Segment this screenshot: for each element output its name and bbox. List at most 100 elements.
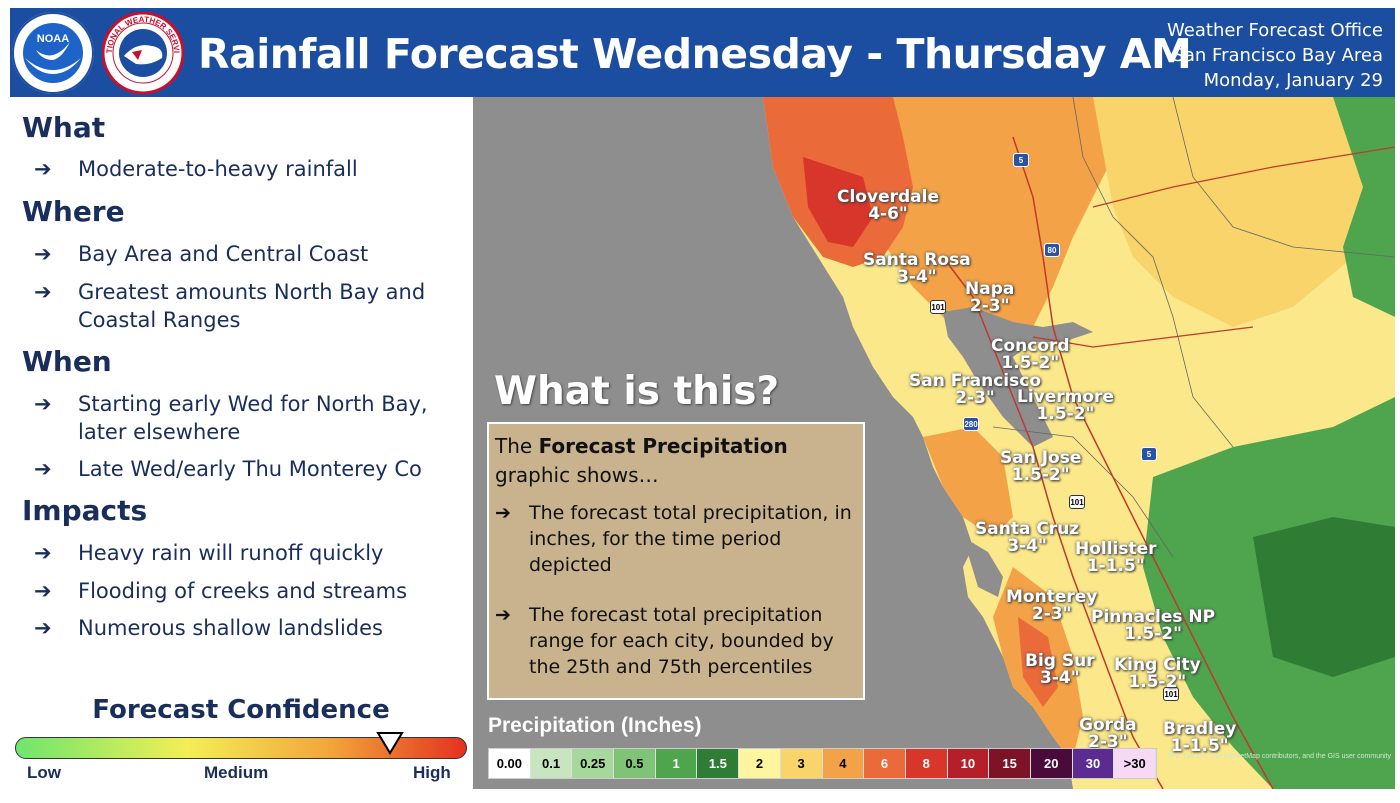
arrow-icon: ➔ xyxy=(495,502,511,524)
city-label-cloverdale: Cloverdale 4-6" xyxy=(837,189,939,223)
city-label-napa: Napa 2-3" xyxy=(965,281,1014,315)
arrow-icon: ➔ xyxy=(34,242,52,266)
city-name: Cloverdale xyxy=(837,187,939,207)
precipitation-map: 5 80 101 280 101 5 101 Cloverdale 4-6" Sa… xyxy=(473,97,1395,789)
highway-road xyxy=(1092,146,1395,208)
city-name: San Francisco xyxy=(909,371,1041,391)
legend-cell: 6 xyxy=(864,749,906,778)
highway-road xyxy=(942,256,1164,789)
list-item: ➔ Numerous shallow landslides xyxy=(34,614,464,642)
legend-cell: 2 xyxy=(739,749,781,778)
legend-cell: 8 xyxy=(905,749,948,778)
noaa-logo-text: NOAA xyxy=(37,33,69,45)
city-name: Santa Cruz xyxy=(975,519,1080,539)
us-101-shield: 101 xyxy=(1069,495,1085,509)
what-is-this-title: What is this? xyxy=(494,369,780,414)
highway-road xyxy=(1012,136,1274,789)
city-range: 1.5-2" xyxy=(1036,404,1095,424)
county-line xyxy=(1072,97,1234,448)
list-item: ➔ Greatest amounts North Bay and Coastal … xyxy=(34,278,464,334)
legend-cell: 0.00 xyxy=(489,749,531,778)
arrow-icon: ➔ xyxy=(34,392,52,416)
noaa-logo: NOAA xyxy=(12,12,94,94)
legend-cell: 3 xyxy=(780,749,823,778)
city-name: King City xyxy=(1114,655,1201,675)
confidence-medium-label: Medium xyxy=(204,763,269,782)
legend-cell: 1.5 xyxy=(697,749,740,778)
when-heading: When xyxy=(22,345,112,378)
city-label-santa-rosa: Santa Rosa 3-4" xyxy=(863,252,971,286)
precip-zone-6in-big-sur xyxy=(1018,617,1058,707)
legend-cell: 0.5 xyxy=(614,749,656,778)
legend-cell: 10 xyxy=(947,749,990,778)
city-name: Concord xyxy=(991,336,1070,356)
city-label-hollister: Hollister 1-1.5" xyxy=(1075,541,1157,575)
city-label-san-jose: San Jose 1.5-2" xyxy=(1000,450,1081,484)
city-name: Monterey xyxy=(1006,587,1098,607)
explanation-bullet-2: The forecast total precipitation range f… xyxy=(529,604,834,678)
us-101-shield: 101 xyxy=(930,300,946,314)
interstate-280-shield: 280 xyxy=(963,417,979,431)
list-item: ➔ The forecast total precipitation, in in… xyxy=(495,500,857,578)
city-label-gorda: Gorda 2-3" xyxy=(1079,717,1137,751)
intro-text: The xyxy=(495,434,539,458)
list-item: ➔ The forecast total precipitation range … xyxy=(495,602,857,680)
where-bullet-2: Greatest amounts North Bay and Coastal R… xyxy=(78,280,426,332)
city-label-santa-cruz: Santa Cruz 3-4" xyxy=(975,521,1079,555)
legend-cell: 30 xyxy=(1072,749,1115,778)
city-label-bradley: Bradley 1-1.5" xyxy=(1163,721,1236,755)
office-name: Weather Forecast Office xyxy=(1167,20,1383,41)
page-title: Rainfall Forecast Wednesday - Thursday A… xyxy=(198,30,1192,78)
interstate-5-shield: 5 xyxy=(1141,447,1157,461)
list-item: ➔ Flooding of creeks and streams xyxy=(34,577,464,605)
city-range: 2-3" xyxy=(955,388,995,408)
city-label-concord: Concord 1.5-2" xyxy=(991,338,1070,372)
sf-bay xyxy=(943,307,1093,447)
arrow-icon: ➔ xyxy=(34,157,52,181)
precip-zone-1in-ne xyxy=(1333,97,1395,317)
city-range: 1.5-2" xyxy=(1011,465,1070,485)
city-name: Napa xyxy=(965,279,1015,299)
county-line xyxy=(1172,97,1395,258)
city-name: Livermore xyxy=(1017,387,1114,407)
list-item: ➔ Moderate-to-heavy rainfall xyxy=(34,155,464,183)
city-name: Hollister xyxy=(1075,539,1157,559)
impacts-bullet-3: Numerous shallow landslides xyxy=(78,616,383,640)
county-line xyxy=(992,426,1174,558)
arrow-icon: ➔ xyxy=(34,457,52,481)
when-bullet-2: Late Wed/early Thu Monterey Co xyxy=(78,457,422,481)
legend-cell: 15 xyxy=(989,749,1031,778)
nws-logo: NATIONAL WEATHER SERVICE xyxy=(99,5,185,95)
list-item: ➔ Late Wed/early Thu Monterey Co xyxy=(34,455,464,483)
legend-cell: 0.1 xyxy=(530,749,573,778)
list-item: ➔ Heavy rain will runoff quickly xyxy=(34,539,464,567)
highway-road xyxy=(1032,326,1254,348)
map-attribution: Esri, Garmin, OpenStreetMap contributors… xyxy=(1167,753,1391,760)
arrow-icon: ➔ xyxy=(495,604,511,626)
city-label-big-sur: Big Sur 3-4" xyxy=(1025,653,1095,687)
explanation-box: The Forecast Precipitation graphic shows… xyxy=(487,422,865,700)
legend-cell: 4 xyxy=(822,749,865,778)
city-range: 1-1.5" xyxy=(1086,556,1145,576)
explanation-intro: The Forecast Precipitation graphic shows… xyxy=(495,432,857,490)
precip-zone-1.5in-east xyxy=(1253,517,1395,677)
city-name: Pinnacles NP xyxy=(1091,607,1216,627)
confidence-bar xyxy=(15,737,467,759)
what-bullet-1: Moderate-to-heavy rainfall xyxy=(78,157,358,181)
confidence-low-label: Low xyxy=(27,763,61,782)
city-name: Gorda xyxy=(1079,715,1137,735)
interstate-5-shield: 5 xyxy=(1013,153,1029,167)
intro-text-2: graphic shows… xyxy=(495,463,659,487)
city-name: Santa Rosa xyxy=(863,250,971,270)
confidence-title: Forecast Confidence xyxy=(92,695,390,725)
city-label-king-city: King City 1.5-2" xyxy=(1114,657,1201,691)
city-label-monterey: Monterey 2-3" xyxy=(1006,589,1097,623)
monterey-bay xyxy=(963,537,1003,597)
impacts-bullet-1: Heavy rain will runoff quickly xyxy=(78,541,384,565)
city-name: San Jose xyxy=(1000,448,1082,468)
legend-cell: 1 xyxy=(655,749,698,778)
legend-cell: 20 xyxy=(1030,749,1073,778)
city-range: 1.5-2" xyxy=(1128,672,1187,692)
city-range: 3-4" xyxy=(1007,536,1047,556)
precip-zone-3in-northeast xyxy=(1093,97,1395,327)
